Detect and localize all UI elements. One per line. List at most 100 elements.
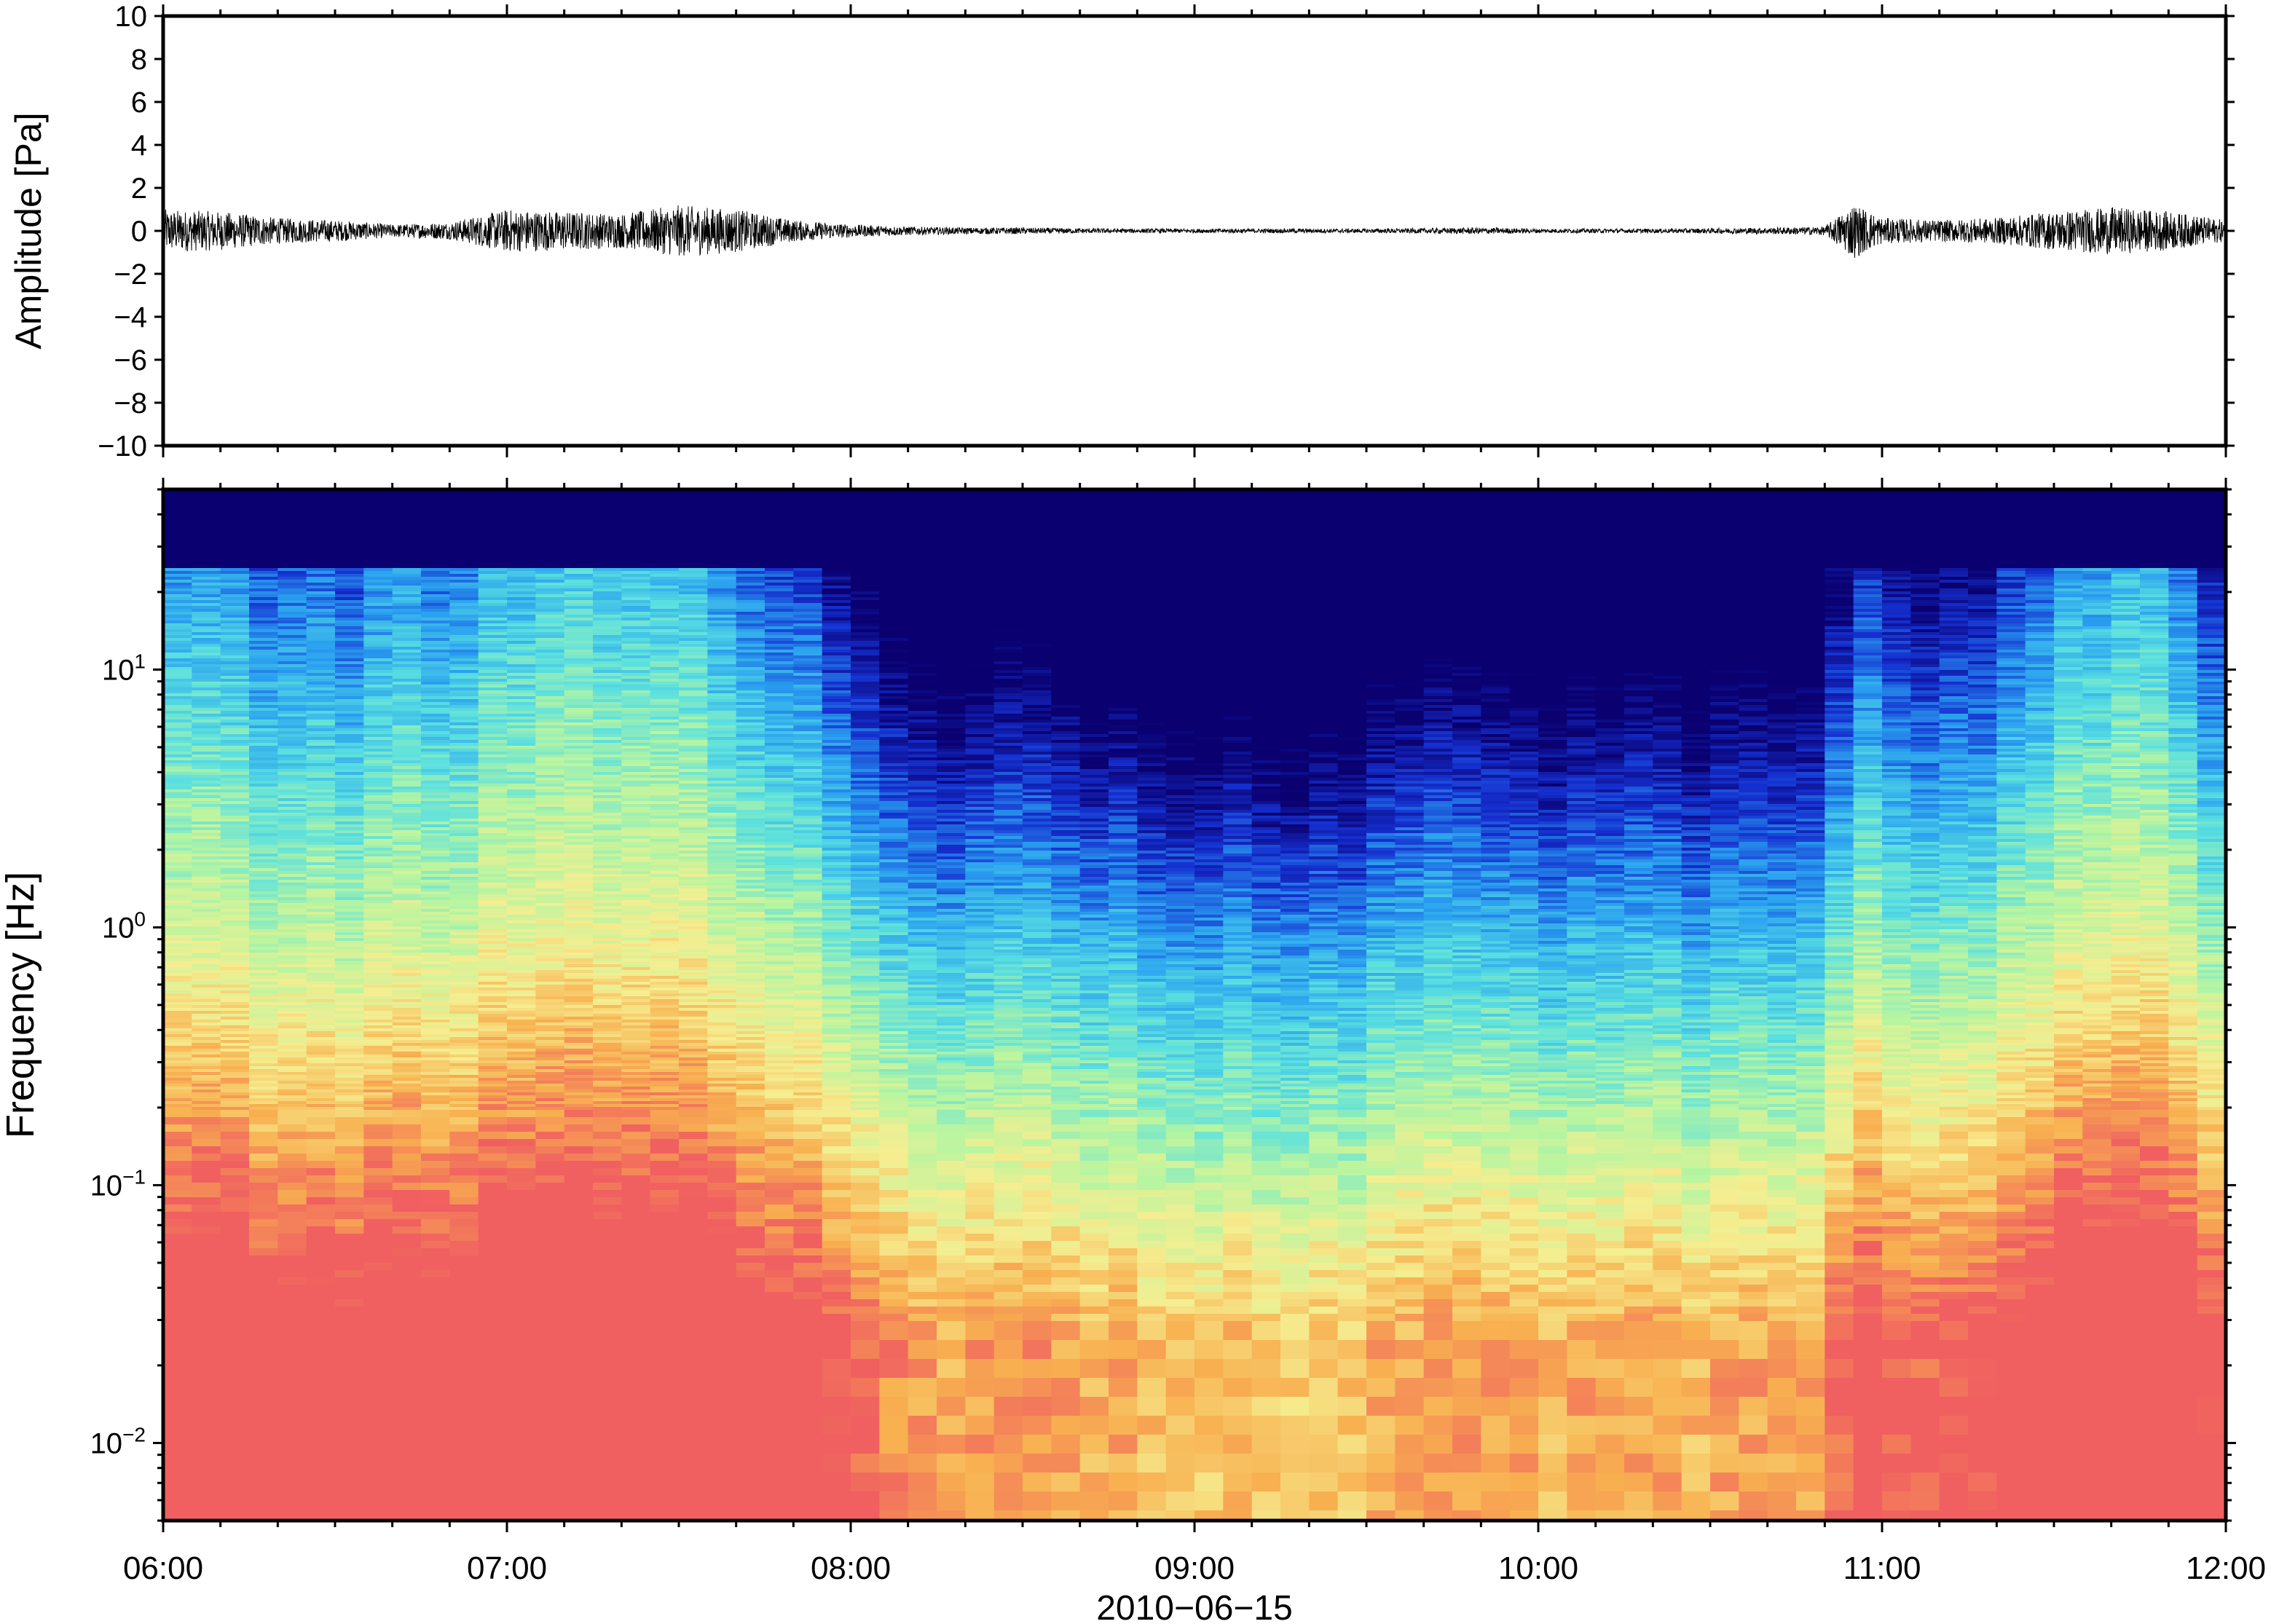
spectrogram-cell xyxy=(278,606,307,610)
spectrogram-cell xyxy=(363,880,393,883)
spectrogram-cell xyxy=(421,856,450,860)
spectrogram-cell xyxy=(278,1299,307,1307)
spectrogram-cell xyxy=(507,1219,536,1227)
spectrogram-cell xyxy=(363,938,393,942)
spectrogram-cell xyxy=(306,1022,336,1026)
spectrogram-cell xyxy=(650,1146,680,1154)
spectrogram-cell xyxy=(564,970,594,974)
spectrogram-cell xyxy=(421,720,450,723)
spectrogram-cell xyxy=(507,1063,536,1067)
spectrogram-cell xyxy=(220,586,250,589)
spectrogram-cell xyxy=(192,1263,221,1271)
spectrogram-cell xyxy=(650,594,680,598)
spectrogram-cell xyxy=(335,722,364,726)
spectrogram-cell xyxy=(363,1095,393,1099)
spectrogram-cell xyxy=(621,1092,651,1096)
spectrogram-cell xyxy=(478,874,508,878)
spectrogram-cell xyxy=(507,685,536,688)
spectrogram-cell xyxy=(564,929,594,933)
spectrogram-cell xyxy=(163,609,192,612)
spectrogram-cell xyxy=(535,1205,565,1213)
spectrogram-cell xyxy=(679,781,708,784)
spectrogram-cell xyxy=(535,1117,565,1125)
spectrogram-cell xyxy=(679,1075,708,1079)
spectrogram-cell xyxy=(449,510,479,513)
spectrogram-cell xyxy=(707,693,737,697)
spectrogram-cell xyxy=(220,620,250,624)
spectrogram-cell xyxy=(392,1089,422,1093)
spectrogram-cell xyxy=(306,909,336,912)
spectrogram-cell xyxy=(421,749,450,752)
spectrogram-cell xyxy=(679,932,708,936)
spectrogram-cell xyxy=(593,513,622,516)
spectrogram-cell xyxy=(507,1378,536,1398)
spectrogram-cell xyxy=(621,705,651,709)
spectrogram-cell xyxy=(593,524,622,528)
spectrogram-cell xyxy=(278,661,307,665)
spectrogram-cell xyxy=(335,1435,364,1454)
spectrogram-cell xyxy=(564,548,594,551)
spectrogram-cell xyxy=(306,1014,336,1017)
spectrogram-cell xyxy=(679,1124,708,1132)
spectrogram-cell xyxy=(478,1292,508,1300)
spectrogram-cell xyxy=(220,1359,250,1379)
spectrogram-cell xyxy=(593,769,622,773)
spectrogram-cell xyxy=(449,623,479,627)
spectrogram-cell xyxy=(679,941,708,945)
spectrogram-cell xyxy=(421,775,450,779)
spectrogram-cell xyxy=(278,720,307,723)
spectrogram-cell xyxy=(478,553,508,557)
spectrogram-cell xyxy=(593,556,622,560)
spectrogram-cell xyxy=(163,664,192,668)
spectrogram-cell xyxy=(421,516,450,519)
spectrogram-cell xyxy=(392,941,422,945)
spectrogram-cell xyxy=(535,900,565,904)
spectrogram-cell xyxy=(192,1340,221,1360)
spectrogram-cell xyxy=(363,990,393,994)
spectrogram-cell xyxy=(392,655,422,659)
spectrogram-cell xyxy=(363,775,393,779)
spectrogram-cell xyxy=(650,667,680,671)
spectrogram-cell xyxy=(335,533,364,537)
spectrogram-cell xyxy=(363,979,393,982)
spectrogram-cell xyxy=(478,836,508,840)
spectrogram-cell xyxy=(192,1314,221,1322)
spectrogram-cell xyxy=(679,740,708,744)
spectrogram-cell xyxy=(593,1124,622,1132)
spectrogram-cell xyxy=(564,1104,594,1108)
spectrogram-cell xyxy=(363,1241,393,1249)
spectrogram-cell xyxy=(278,1031,307,1035)
spectrogram-cell xyxy=(249,921,278,924)
spectrogram-cell xyxy=(507,990,536,994)
spectrogram-cell xyxy=(621,839,651,843)
spectrogram-cell xyxy=(306,1066,336,1070)
spectrogram-cell xyxy=(192,1292,221,1300)
spectrogram-cell xyxy=(392,897,422,901)
spectrogram-cell xyxy=(249,839,278,843)
spectrogram-cell xyxy=(220,641,250,645)
spectrogram-cell xyxy=(650,612,680,615)
spectrogram-cell xyxy=(535,734,565,738)
spectrogram-cell xyxy=(679,929,708,933)
spectrogram-cell xyxy=(392,973,422,977)
spectrogram-cell xyxy=(679,1069,708,1073)
spectrogram-cell xyxy=(593,612,622,615)
spectrogram-cell xyxy=(163,1212,192,1220)
spectrogram-cell xyxy=(421,778,450,781)
spectrogram-cell xyxy=(392,871,422,875)
spectrogram-cell xyxy=(679,632,708,636)
spectrogram-cell xyxy=(249,498,278,502)
waveform-y-tick-label: 0 xyxy=(131,216,147,248)
spectrogram-cell xyxy=(421,932,450,936)
spectrogram-cell xyxy=(306,1081,336,1084)
spectrogram-cell xyxy=(564,600,594,604)
spectrogram-cell xyxy=(507,1277,536,1285)
spectrogram-cell xyxy=(220,845,250,848)
spectrogram-cell xyxy=(650,941,680,945)
spectrogram-cell xyxy=(163,1037,192,1041)
spectrogram-cell xyxy=(449,1491,479,1511)
spectrogram-cell xyxy=(392,577,422,580)
spectrogram-cell xyxy=(449,583,479,586)
spectrogram-cell xyxy=(363,801,393,805)
spectrogram-cell xyxy=(335,539,364,543)
